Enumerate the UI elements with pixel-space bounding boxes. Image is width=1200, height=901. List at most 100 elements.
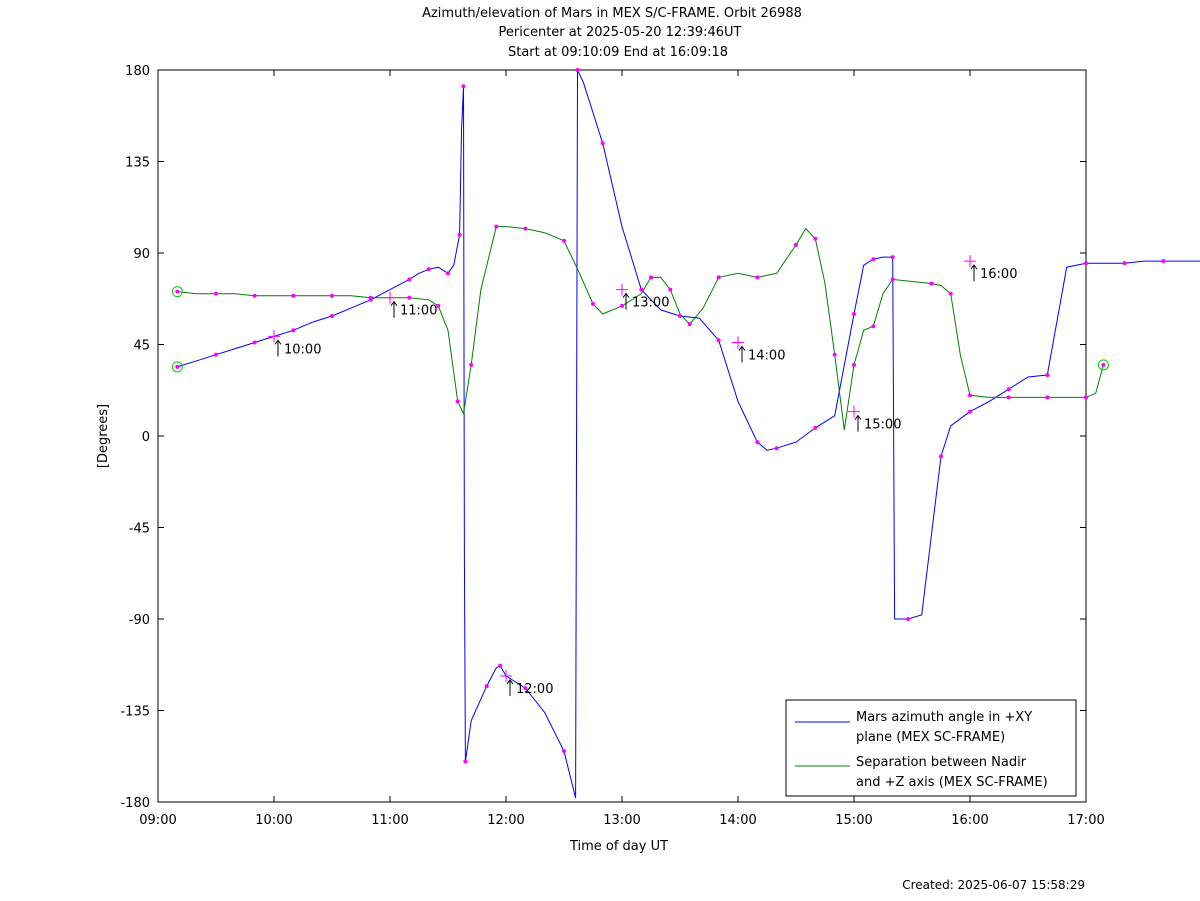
azimuth-sample-point bbox=[755, 440, 760, 445]
series-separation-line bbox=[177, 226, 1104, 430]
x-axis-label: Time of day UT bbox=[569, 839, 668, 854]
hour-annotation-label: 12:00 bbox=[516, 682, 553, 697]
azimuth-sample-point bbox=[175, 364, 180, 369]
y-tick-label: 90 bbox=[133, 247, 150, 262]
separation-sample-point bbox=[948, 291, 953, 296]
x-tick-label: 15:00 bbox=[835, 813, 872, 828]
hour-annotation-label: 14:00 bbox=[748, 348, 785, 363]
y-axis: 180 135 90 45 0 -45 -90 -135 -180 bbox=[120, 64, 1086, 811]
azimuth-sample-point bbox=[600, 141, 605, 146]
hour-pointer-arrow bbox=[506, 679, 514, 685]
separation-sample-point bbox=[1084, 395, 1088, 400]
azimuth-sample-point bbox=[457, 232, 462, 237]
separation-sample-point bbox=[668, 287, 673, 292]
hour-pointer-arrow bbox=[390, 300, 398, 307]
created-footer: Created: 2025-06-07 15:58:29 bbox=[902, 878, 1085, 892]
separation-sample-point bbox=[968, 393, 972, 398]
separation-sample-point bbox=[330, 293, 334, 298]
separation-sample-point bbox=[494, 224, 499, 229]
azimuth-sample-point bbox=[1161, 259, 1166, 264]
hour-annotation-label: 10:00 bbox=[284, 342, 321, 357]
azimuth-sample-point bbox=[871, 257, 876, 262]
azimuth-sample-point bbox=[446, 271, 450, 276]
separation-sample-point bbox=[852, 362, 856, 367]
separation-sample-point bbox=[407, 295, 412, 300]
hour-pointer-arrow bbox=[622, 292, 630, 298]
separation-sample-point bbox=[291, 293, 296, 298]
chart-title-line-2: Pericenter at 2025-05-20 12:39:46UT bbox=[498, 25, 741, 40]
legend-label-separation-line1: Separation between Nadir bbox=[856, 755, 1027, 770]
hour-pointer-arrow bbox=[738, 345, 746, 351]
separation-sample-point bbox=[175, 289, 180, 294]
plot-frame bbox=[157, 69, 1087, 803]
legend-box bbox=[785, 699, 1077, 797]
azimuth-sample-point bbox=[523, 686, 528, 691]
azimuth-sample-point bbox=[678, 314, 682, 319]
hour-annotation-label: 16:00 bbox=[980, 267, 1017, 282]
y-tick-label: 45 bbox=[133, 339, 150, 354]
azimuth-sample-point bbox=[1122, 261, 1127, 266]
separation-sample-point bbox=[813, 236, 818, 241]
azimuth-sample-point bbox=[813, 425, 818, 430]
x-tick-label: 12:00 bbox=[487, 813, 524, 828]
y-axis-label: [Degrees] bbox=[96, 404, 111, 468]
separation-sample-point bbox=[716, 275, 721, 280]
azimuth-sample-point bbox=[214, 352, 218, 357]
azimuth-sample-point bbox=[1045, 373, 1050, 377]
separation-sample-point bbox=[436, 303, 441, 308]
separation-sample-point bbox=[890, 277, 895, 282]
x-tick-label: 13:00 bbox=[603, 813, 640, 828]
azimuth-sample-point bbox=[639, 287, 644, 292]
y-tick-label: 180 bbox=[125, 64, 150, 79]
series-azimuth-line bbox=[177, 69, 1200, 799]
y-tick-label: 0 bbox=[142, 430, 150, 445]
series-start-marker bbox=[171, 286, 183, 298]
azimuth-sample-point bbox=[407, 277, 412, 282]
chart-title-block: Azimuth/elevation of Mars in MEX S/C-FRA… bbox=[422, 6, 802, 60]
azimuth-sample-point bbox=[906, 617, 911, 621]
azimuth-sample-point bbox=[252, 340, 257, 345]
separation-sample-point bbox=[755, 275, 760, 280]
hour-annotation-label: 13:00 bbox=[632, 296, 669, 311]
separation-sample-point bbox=[562, 238, 566, 243]
separation-sample-point bbox=[469, 362, 474, 367]
legend-label-azimuth-line2: plane (MEX SC-FRAME) bbox=[856, 730, 1005, 745]
x-tick-label: 10:00 bbox=[255, 813, 292, 828]
time-annotations: 10:00 11:00 12:00 13:00 14:00 15:00 16:00 bbox=[268, 255, 1017, 697]
series-layer bbox=[177, 69, 1200, 799]
separation-sample-point bbox=[620, 303, 624, 308]
separation-sample-point bbox=[929, 281, 934, 286]
azimuth-sample-point bbox=[461, 84, 466, 89]
separation-sample-point bbox=[455, 399, 460, 404]
azimuth-sample-point bbox=[463, 759, 468, 764]
hour-annotation-label: 15:00 bbox=[864, 418, 901, 433]
azimuth-sample-point bbox=[1006, 387, 1011, 392]
legend-label-azimuth-line1: Mars azimuth angle in +XY bbox=[856, 710, 1032, 725]
azimuth-sample-point bbox=[484, 684, 489, 689]
y-tick-label: 135 bbox=[125, 156, 150, 171]
separation-sample-point bbox=[649, 275, 653, 280]
azimuth-sample-point bbox=[968, 409, 972, 414]
x-tick-label: 14:00 bbox=[719, 813, 756, 828]
separation-sample-point bbox=[1101, 362, 1106, 367]
legend-label-separation-line2: and +Z axis (MEX SC-FRAME) bbox=[856, 775, 1048, 790]
x-tick-label: 17:00 bbox=[1067, 813, 1104, 828]
azimuth-sample-point bbox=[716, 338, 721, 343]
y-tick-label: -135 bbox=[120, 705, 150, 720]
x-axis: 09:00 10:00 11:00 12:00 13:00 14:00 15:00 16:00… bbox=[139, 70, 1105, 828]
azimuth-sample-point bbox=[939, 454, 943, 459]
azimuth-sample-point bbox=[852, 312, 856, 316]
azimuth-sample-point bbox=[890, 255, 895, 260]
separation-sample-point bbox=[832, 352, 837, 357]
azimuth-sample-point bbox=[575, 68, 580, 72]
chart-title-line-3: Start at 09:10:09 End at 16:09:18 bbox=[508, 45, 728, 60]
azimuth-sample-point bbox=[774, 446, 779, 451]
series-start-marker bbox=[171, 361, 183, 373]
series-end-marker bbox=[1097, 359, 1109, 371]
azimuth-sample-point bbox=[562, 749, 566, 754]
separation-sample-point bbox=[871, 324, 876, 329]
separation-sample-point bbox=[368, 295, 373, 300]
separation-sample-point bbox=[794, 242, 798, 247]
hour-annotation-label: 11:00 bbox=[400, 304, 437, 319]
markers-layer bbox=[171, 68, 1166, 764]
